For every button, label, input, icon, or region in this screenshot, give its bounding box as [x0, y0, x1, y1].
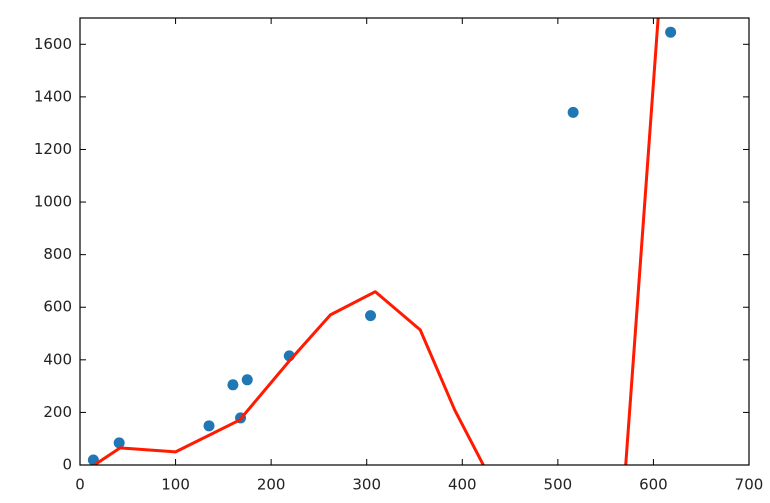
plot-frame — [79, 17, 750, 466]
x-tick-label: 600 — [639, 476, 668, 494]
x-tick-label: 200 — [257, 476, 286, 494]
y-tick-label: 600 — [43, 298, 72, 316]
y-tick-label: 800 — [43, 245, 72, 263]
y-tick-label: 1000 — [34, 193, 72, 211]
scatter-point — [365, 310, 377, 322]
scatter-point — [567, 106, 579, 118]
y-tick-label: 400 — [43, 350, 72, 368]
y-tick-label: 1200 — [34, 140, 72, 158]
x-tick-label: 100 — [161, 476, 190, 494]
x-tick-label: 300 — [352, 476, 381, 494]
y-tick-label: 1600 — [34, 35, 72, 53]
y-tick-label: 0 — [62, 456, 72, 474]
x-tick-label: 0 — [75, 476, 85, 494]
scatter-point — [241, 374, 253, 386]
x-tick-label: 400 — [448, 476, 477, 494]
x-tick-label: 700 — [735, 476, 764, 494]
scatter-point — [113, 437, 125, 449]
scatter-point — [203, 420, 215, 432]
y-tick-label: 1400 — [34, 87, 72, 105]
x-tick-label: 500 — [544, 476, 573, 494]
scatter-point — [227, 379, 239, 391]
fit-line — [93, 18, 660, 465]
y-tick-label: 200 — [43, 403, 72, 421]
scatter-point — [665, 26, 677, 38]
